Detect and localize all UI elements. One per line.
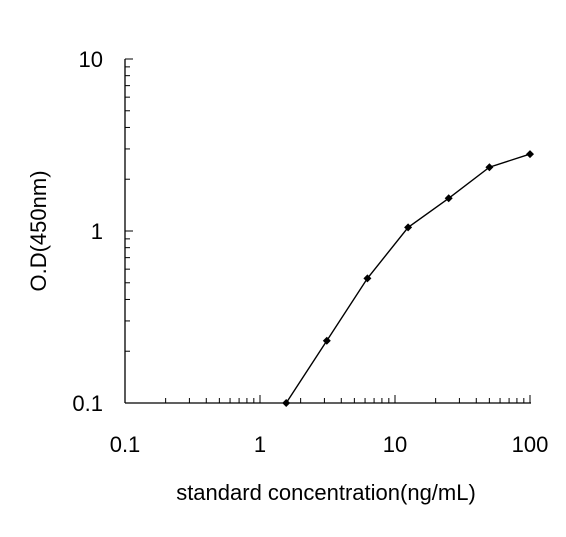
x-tick-label: 10 [383,432,407,457]
data-point [322,336,331,345]
x-tick-label: 0.1 [110,432,141,457]
tick-labels: 0.1 1 10 100 0.1 1 10 [72,47,548,457]
data-point [404,223,413,232]
data-point [444,194,453,203]
ticks [124,58,531,404]
y-axis-label: O.D(450nm) [26,170,51,291]
y-tick-label: 1 [91,219,103,244]
data-point [485,163,494,172]
axes [124,59,531,404]
data-point [363,274,372,283]
data-point [526,150,534,159]
y-tick-label: 10 [79,47,103,72]
x-tick-label: 1 [254,432,266,457]
x-tick-label: 100 [512,432,549,457]
data-point [282,399,291,407]
x-axis-label: standard concentration(ng/mL) [176,480,476,505]
series [282,150,534,407]
series-line [285,153,531,404]
y-tick-label: 0.1 [72,391,103,416]
